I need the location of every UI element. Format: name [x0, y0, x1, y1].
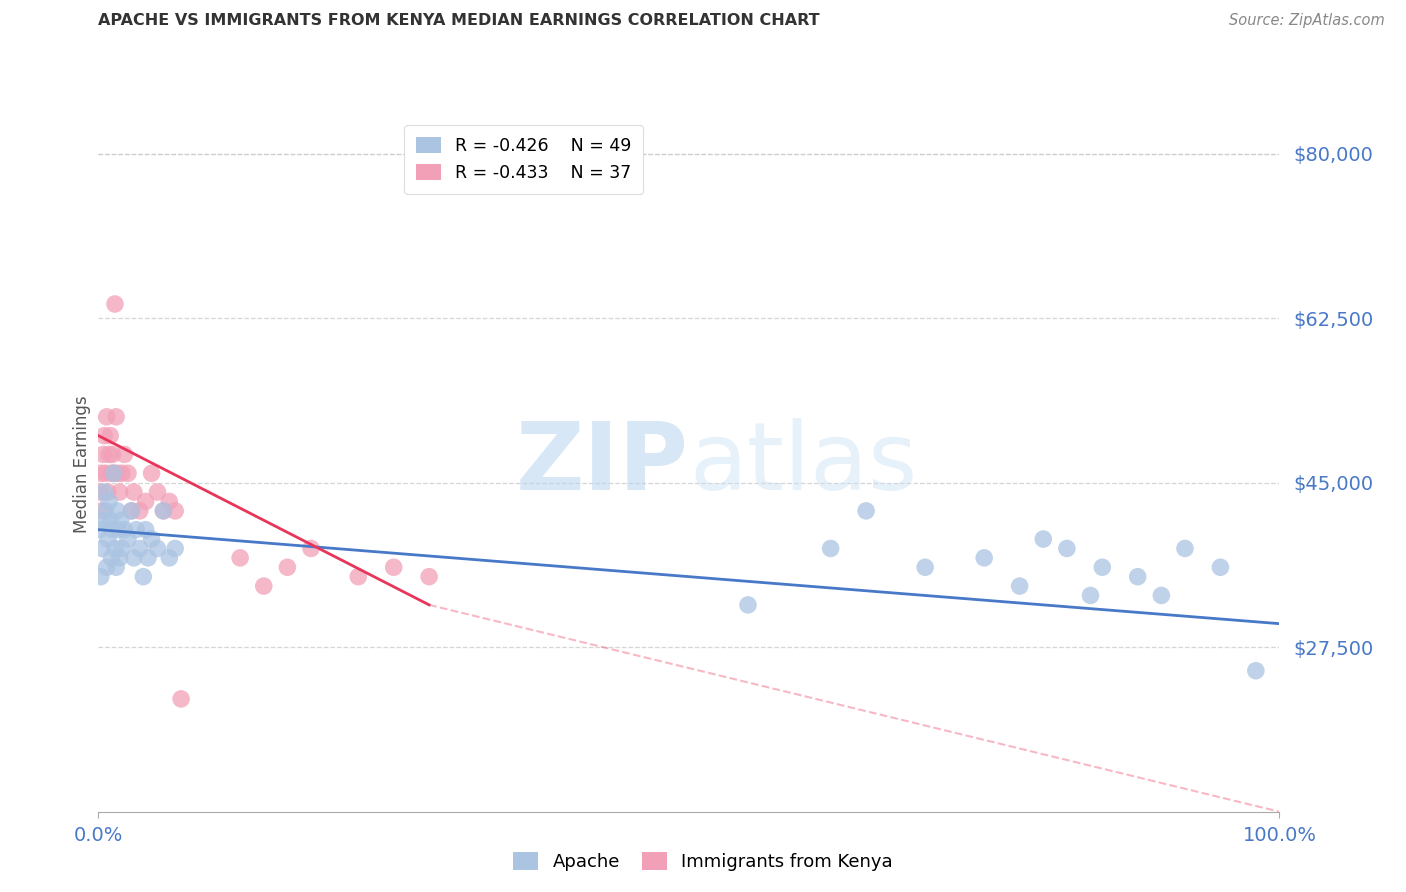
Point — [101, 447, 124, 461]
Point — [1056, 541, 1078, 556]
Point — [91, 541, 114, 556]
Point — [94, 467, 117, 481]
Point — [105, 467, 128, 481]
Point — [111, 467, 134, 481]
Point — [110, 513, 132, 527]
Point — [98, 513, 121, 527]
Point — [100, 467, 122, 481]
Point — [91, 513, 114, 527]
Point — [122, 485, 145, 500]
Point — [914, 560, 936, 574]
Point — [98, 447, 121, 461]
Point — [89, 485, 111, 500]
Point — [141, 467, 163, 481]
Point — [96, 409, 118, 424]
Point — [117, 467, 139, 481]
Point — [108, 485, 131, 500]
Point — [91, 504, 114, 518]
Text: ZIP: ZIP — [516, 417, 689, 510]
Point — [152, 504, 174, 518]
Point — [1080, 589, 1102, 603]
Point — [96, 560, 118, 574]
Point — [1126, 569, 1149, 583]
Point — [90, 467, 112, 481]
Point — [132, 569, 155, 583]
Point — [157, 494, 180, 508]
Point — [97, 532, 120, 546]
Point — [135, 494, 157, 508]
Point — [111, 541, 134, 556]
Point — [105, 560, 128, 574]
Point — [104, 297, 127, 311]
Point — [1150, 589, 1173, 603]
Point — [820, 541, 842, 556]
Point — [128, 504, 150, 518]
Point — [299, 541, 322, 556]
Point — [121, 504, 143, 518]
Point — [157, 550, 180, 565]
Point — [1008, 579, 1031, 593]
Point — [91, 447, 114, 461]
Point — [1244, 664, 1267, 678]
Point — [108, 550, 131, 565]
Point — [121, 504, 143, 518]
Point — [136, 550, 159, 565]
Point — [122, 550, 145, 565]
Text: APACHE VS IMMIGRANTS FROM KENYA MEDIAN EARNINGS CORRELATION CHART: APACHE VS IMMIGRANTS FROM KENYA MEDIAN E… — [98, 13, 820, 29]
Point — [165, 504, 187, 518]
Point — [855, 504, 877, 518]
Point — [94, 504, 117, 518]
Point — [973, 550, 995, 565]
Point — [100, 550, 122, 565]
Point — [418, 569, 440, 583]
Point — [93, 485, 115, 500]
Point — [112, 447, 135, 461]
Point — [117, 532, 139, 546]
Point — [146, 541, 169, 556]
Point — [1032, 532, 1054, 546]
Point — [253, 579, 276, 593]
Point — [1209, 560, 1232, 574]
Point — [104, 541, 127, 556]
Point — [93, 428, 115, 442]
Point — [1091, 560, 1114, 574]
Point — [135, 523, 157, 537]
Point — [103, 467, 125, 481]
Point — [89, 523, 111, 537]
Point — [125, 523, 148, 537]
Point — [170, 692, 193, 706]
Point — [347, 569, 370, 583]
Y-axis label: Median Earnings: Median Earnings — [73, 395, 91, 533]
Point — [165, 541, 187, 556]
Point — [382, 560, 405, 574]
Point — [737, 598, 759, 612]
Point — [276, 560, 298, 574]
Point — [98, 494, 121, 508]
Point — [103, 467, 125, 481]
Point — [90, 569, 112, 583]
Text: atlas: atlas — [689, 417, 917, 510]
Point — [105, 504, 128, 518]
Point — [1174, 541, 1197, 556]
Point — [105, 409, 128, 424]
Point — [141, 532, 163, 546]
Text: Source: ZipAtlas.com: Source: ZipAtlas.com — [1229, 13, 1385, 29]
Point — [98, 428, 121, 442]
Legend: Apache, Immigrants from Kenya: Apache, Immigrants from Kenya — [506, 846, 900, 879]
Point — [97, 485, 120, 500]
Point — [229, 550, 252, 565]
Point — [107, 523, 129, 537]
Point — [101, 523, 124, 537]
Legend: R = -0.426    N = 49, R = -0.433    N = 37: R = -0.426 N = 49, R = -0.433 N = 37 — [404, 125, 643, 194]
Point — [152, 504, 174, 518]
Point — [112, 523, 135, 537]
Point — [128, 541, 150, 556]
Point — [146, 485, 169, 500]
